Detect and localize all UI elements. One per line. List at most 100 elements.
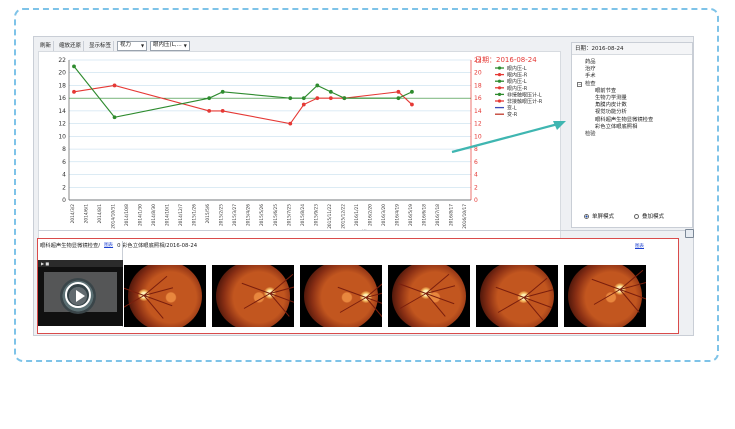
legend-label: 非接触眼压计-L <box>507 91 542 98</box>
zoom-reset-button[interactable]: 缩放还原 <box>57 40 85 51</box>
tree-node[interactable]: 视觉功能分析 <box>577 109 653 116</box>
chart-area: 0 0 2 2 4 4 6 6 8 8 10 10 12 12 14 14 16 16 18 18 20 20 22 22 20… <box>38 51 561 241</box>
x-tick-label: 2015/1/26 <box>192 204 198 226</box>
data-point <box>72 89 76 94</box>
x-tick-label: 2014/8/30 <box>151 204 157 226</box>
y-tick-label: 10 <box>58 133 66 140</box>
ubm-video-thumbnail[interactable]: ▶ ■ <box>38 260 123 326</box>
fundus-image <box>124 265 202 327</box>
y-tick-label: 20 <box>58 70 66 77</box>
radio-empty-icon <box>634 214 640 219</box>
splitter[interactable] <box>38 230 693 231</box>
right-y-tick-label: 10 <box>474 133 482 140</box>
y-tick-label: 14 <box>58 108 66 115</box>
fundus-thumbnail[interactable] <box>300 265 382 327</box>
tree-node[interactable]: − 检查 <box>577 81 653 88</box>
data-point <box>288 121 293 126</box>
vision-select[interactable]: 视力 ▼ <box>117 40 148 51</box>
tree-node[interactable]: 检验 <box>577 131 653 138</box>
x-tick-label: 2015/9/23 <box>313 204 319 226</box>
radio-selected-icon <box>584 214 589 219</box>
chevron-down-icon: ▼ <box>140 43 145 48</box>
tree-node[interactable]: 治疗 <box>577 66 653 73</box>
tree-node[interactable]: 药品 <box>577 59 653 66</box>
legend-marker <box>497 92 502 96</box>
splitter-grip-icon[interactable]: ··· <box>362 227 367 233</box>
single-mode-option[interactable]: 单屏模式 <box>584 212 614 220</box>
data-point <box>396 89 401 94</box>
series-line <box>73 66 413 118</box>
x-tick-label: 2016/8/17 <box>448 204 454 226</box>
fundus-thumbnail[interactable] <box>476 265 558 327</box>
y-tick-label: 4 <box>62 172 66 179</box>
tree-node[interactable]: 彩色立体眼底照相 <box>577 124 653 131</box>
tree-node-label: 药品 <box>585 59 596 65</box>
x-tick-label: 2016/3/20 <box>381 204 387 226</box>
tree-node[interactable]: 眼科超声生物显微镜检查 <box>577 117 653 124</box>
legend-label: 眼内压-R <box>507 85 528 92</box>
fundus-image <box>304 265 382 327</box>
tree-node-label: 检查 <box>585 80 596 87</box>
legend-label: 变-L <box>507 105 517 112</box>
y-tick-label: 2 <box>62 184 66 191</box>
x-tick-label: 2016/7/18 <box>435 204 441 226</box>
fundus-title: 0 彩色立体眼底照相/2016-08-24 <box>117 243 198 249</box>
play-icon[interactable] <box>65 282 91 308</box>
right-y-tick-label: 22 <box>474 57 482 64</box>
x-tick-label: 2014/1/30 <box>138 204 144 226</box>
fundus-chart-link[interactable]: 图表 <box>635 244 644 249</box>
blood-vessel <box>399 293 427 309</box>
pressure-select[interactable]: 眼内压(L,... ▼ <box>150 40 190 51</box>
tree-node-label: 生物力学测量 <box>595 95 627 102</box>
series-line <box>73 84 413 125</box>
x-tick-label: 2015/6/25 <box>273 204 279 226</box>
legend-label: 眼内压-R <box>507 72 528 79</box>
tree-node[interactable]: 角膜内皮计数 <box>577 102 653 109</box>
x-tick-label: 2015/3/27 <box>232 204 238 226</box>
blood-vessel <box>124 295 145 311</box>
ubm-chart-link[interactable]: 图表 <box>104 243 114 248</box>
data-point <box>112 83 117 88</box>
right-panel-date: 日期：2016-08-24 <box>572 43 692 55</box>
y-tick-label: 6 <box>62 159 66 166</box>
right-y-tick-label: 16 <box>474 95 482 102</box>
refresh-button[interactable]: 刷新 <box>38 40 55 51</box>
x-tick-label: 2014/8/1 <box>97 204 103 224</box>
collapse-icon[interactable]: − <box>577 81 582 87</box>
data-point <box>410 89 414 94</box>
tree-node-label: 彩色立体眼底照相 <box>595 123 638 130</box>
legend-marker <box>497 79 502 83</box>
fundus-image <box>392 265 466 327</box>
x-tick-label: 2014/12/7 <box>178 204 184 226</box>
legend-label: 眼内压-L <box>507 78 527 85</box>
legend-label: 变-R <box>507 111 518 118</box>
fundus-image <box>568 265 646 327</box>
tree-node[interactable]: 生物力学测量 <box>577 95 653 102</box>
expand-icon[interactable] <box>685 229 694 238</box>
x-tick-label: 2015/11/22 <box>327 204 333 229</box>
fundus-thumbnail[interactable] <box>124 265 206 327</box>
tree-node[interactable]: 手术 <box>577 73 653 80</box>
fundus-thumbnail[interactable] <box>564 265 646 327</box>
right-y-tick-label: 18 <box>474 82 482 89</box>
overlay-mode-option[interactable]: 叠加模式 <box>634 212 664 220</box>
data-point <box>315 96 320 101</box>
x-tick-label: 2016/6/18 <box>421 204 427 226</box>
y-tick-label: 16 <box>58 95 66 102</box>
fundus-thumbnail[interactable] <box>388 265 470 327</box>
data-point <box>288 96 293 101</box>
fundus-thumbnail[interactable] <box>212 265 294 327</box>
tree-node[interactable]: 眼前节查 <box>577 88 653 95</box>
blood-vessel <box>339 297 367 313</box>
legend-label: 非接触眼压计-R <box>507 98 543 105</box>
x-tick-label: 2014/10/31 <box>111 204 117 229</box>
right-y-tick-label: 20 <box>474 70 482 77</box>
chevron-down-icon: ▼ <box>183 43 187 48</box>
right-y-tick-label: 12 <box>474 121 482 128</box>
show-labels-button[interactable]: 显示标签 <box>87 40 115 51</box>
data-point <box>328 89 333 94</box>
data-point <box>207 109 212 113</box>
legend-box <box>491 63 557 121</box>
right-y-tick-label: 8 <box>474 146 478 153</box>
